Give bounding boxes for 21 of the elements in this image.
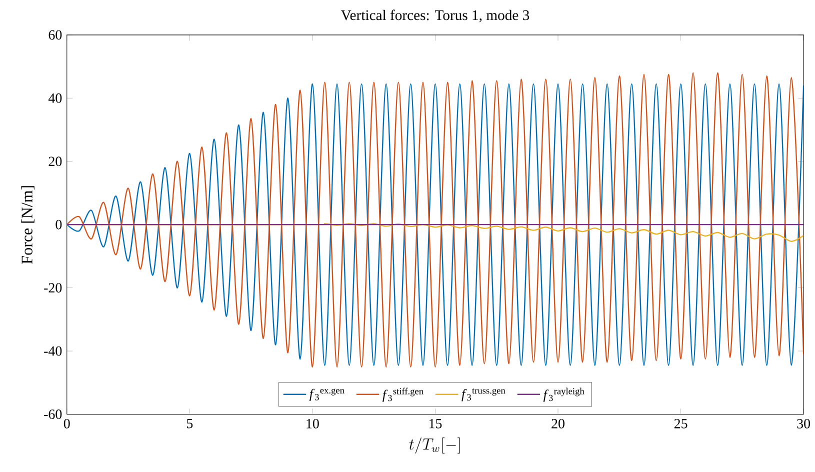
legend-label: f$_{3}$truss.gen	[462, 388, 506, 402]
legend-label: f$_{3}$ex.gen	[310, 388, 344, 401]
x-tick-label: 5	[186, 418, 193, 428]
y-tick-label: 20	[48, 156, 62, 166]
x-tick-label: 10	[306, 418, 319, 428]
y-axis-title: Force [N/m]	[21, 186, 34, 264]
y-tick-label: -60	[44, 409, 62, 419]
x-tick-label: 20	[552, 418, 564, 428]
y-tick-label: -40	[44, 346, 62, 356]
y-tick-label: 40	[48, 93, 62, 103]
x-tick-label: 30	[797, 418, 810, 428]
legend-label: f$_{3}$rayleigh	[543, 388, 584, 402]
y-tick-label: 60	[48, 30, 62, 40]
x-tick-label: 15	[429, 418, 442, 428]
legend-label: f$_{3}$stiff.gen	[382, 388, 424, 402]
y-tick-label: 0	[56, 220, 62, 230]
y-tick-label: -20	[44, 283, 62, 292]
x-tick-label: 0	[64, 418, 70, 428]
x-tick-label: 25	[674, 418, 688, 428]
chart-title: Vertical forces: Torus 1, mode 3	[340, 10, 530, 22]
x-axis-title: $t/T_w[-]$	[409, 437, 460, 454]
